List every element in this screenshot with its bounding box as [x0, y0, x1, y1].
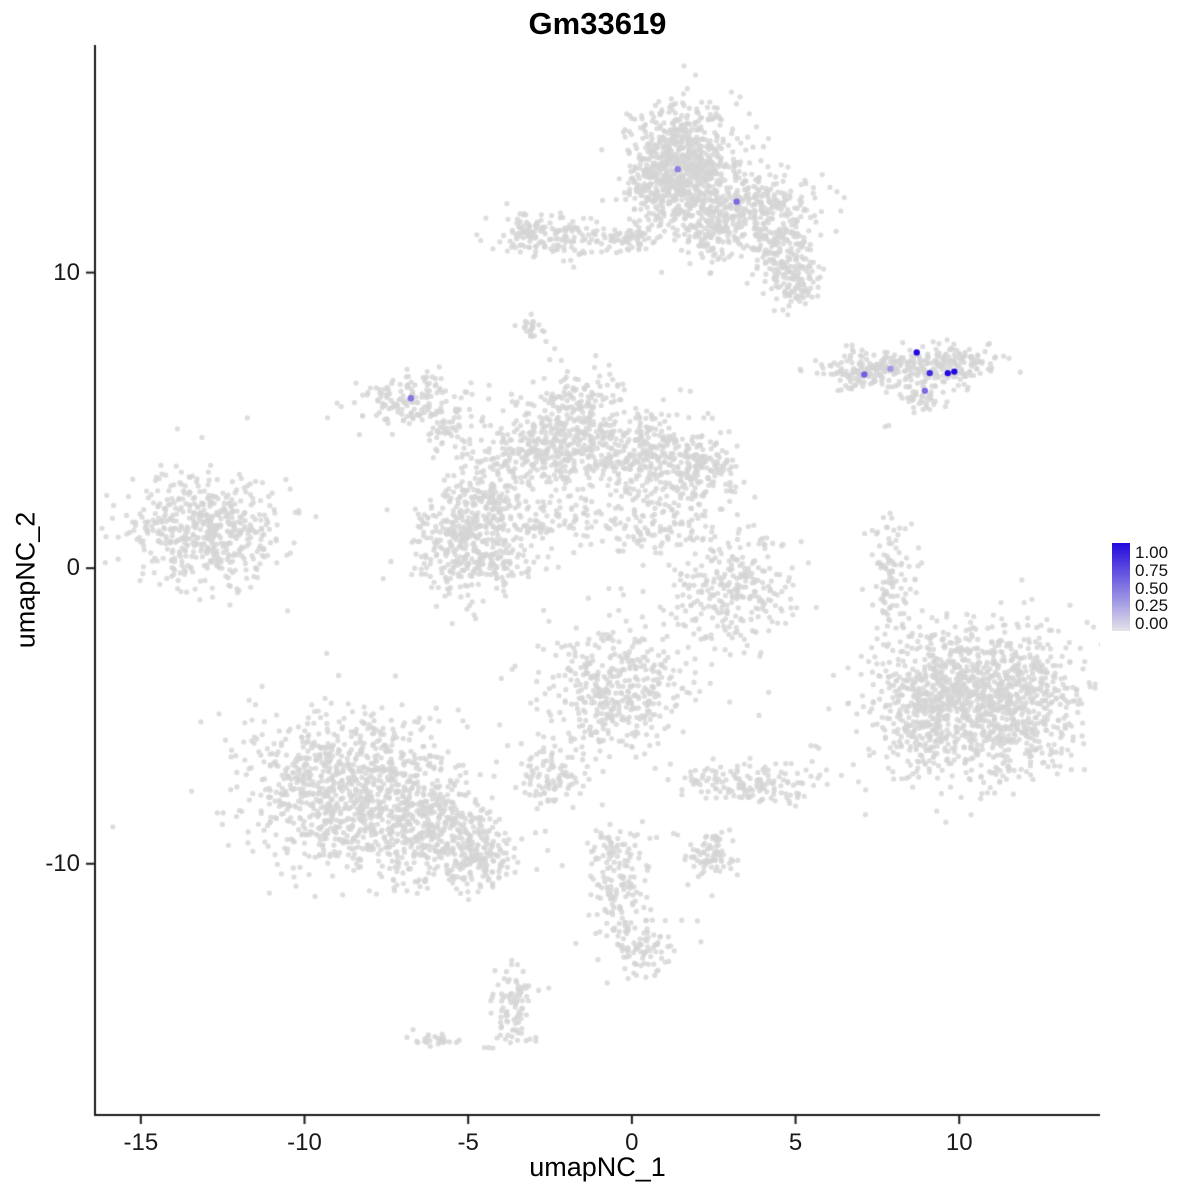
y-axis-title: umapNC_2 [10, 511, 41, 649]
legend-gradient-bar [1112, 543, 1130, 631]
x-tick-label: -10 [287, 1129, 322, 1156]
x-tick-label: 0 [625, 1129, 639, 1156]
y-tick-label: 0 [66, 554, 80, 582]
x-tick-label: 10 [945, 1129, 973, 1156]
x-tick-label: -5 [457, 1129, 479, 1156]
legend-label: 1.00 [1135, 543, 1169, 562]
legend-label: 0.50 [1135, 578, 1169, 598]
legend-labels: 1.00 0.75 0.50 0.25 0.00 [1135, 543, 1168, 633]
x-tick-label: -15 [123, 1129, 159, 1156]
legend-label: 0.25 [1135, 596, 1169, 616]
color-legend: 1.00 0.75 0.50 0.25 0.00 [1112, 543, 1168, 633]
legend-label: 0.75 [1135, 560, 1169, 580]
legend-label: 0.00 [1135, 614, 1169, 633]
x-axis-title: umapNC_1 [529, 1152, 666, 1182]
x-tick-label: 5 [788, 1129, 803, 1156]
y-tick-label: -10 [45, 849, 80, 877]
y-tick-label: 10 [53, 258, 80, 286]
